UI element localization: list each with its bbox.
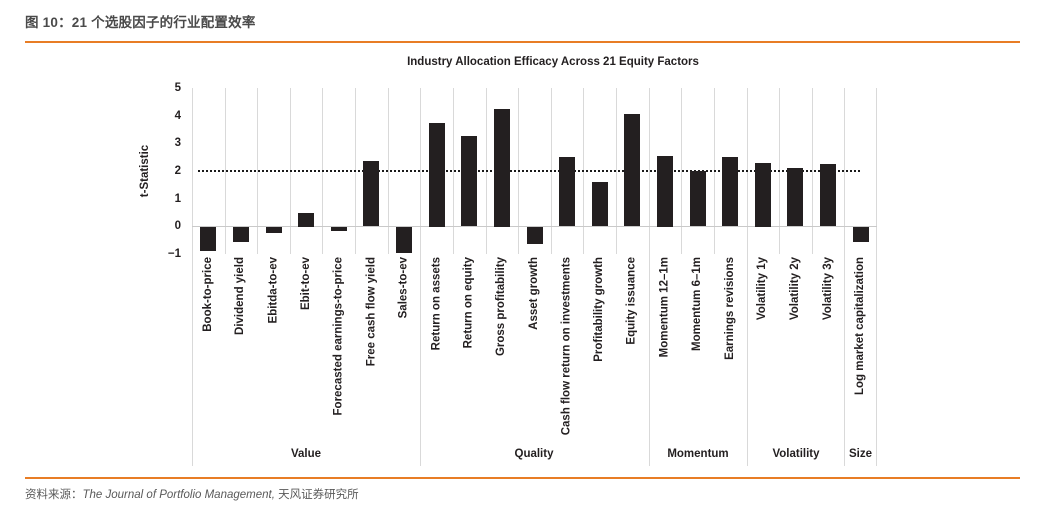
group-label: Value — [290, 448, 322, 460]
x-axis-label: Volatility 2y — [788, 257, 801, 321]
x-axis-label: Ebitda-to-ev — [267, 257, 280, 324]
reference-line — [198, 170, 860, 172]
source-label: 资料来源： — [25, 489, 83, 501]
y-tick-label: 3 — [174, 137, 181, 149]
chart-title: Industry Allocation Efficacy Across 21 E… — [407, 56, 699, 68]
y-tick-label: −1 — [167, 248, 181, 260]
group-label: Quality — [514, 448, 554, 460]
x-axis-label: Return on equity — [462, 257, 475, 349]
source-journal: The Journal of Portfolio Management, — [82, 489, 275, 501]
y-tick-label: 1 — [174, 193, 181, 205]
group-label: Size — [848, 448, 872, 460]
bar — [755, 163, 771, 227]
bar — [624, 114, 640, 226]
bar — [722, 157, 738, 226]
bar — [494, 109, 510, 227]
group-label: Momentum — [667, 448, 729, 460]
x-axis-label: Log market capitalization — [854, 257, 867, 396]
x-axis-label: Momentum 6–1m — [691, 257, 704, 351]
bar — [559, 157, 575, 226]
source-institute: 天风证券研究所 — [274, 489, 359, 501]
y-tick-label: 4 — [174, 110, 181, 122]
x-axis-label: Cash flow return on investments — [560, 257, 573, 436]
y-tick-label: 0 — [174, 220, 181, 232]
bar — [787, 168, 803, 226]
x-axis-labels: Book-to-price Dividend yield Ebitda-to-ev E… — [192, 254, 877, 476]
group-divider — [747, 254, 748, 466]
bar — [657, 156, 673, 227]
x-axis-label: Free cash flow yield — [364, 257, 377, 367]
bar — [266, 227, 282, 233]
group-divider — [649, 254, 650, 466]
x-axis-label: Equity issuance — [625, 257, 638, 345]
x-axis-label: Gross profitability — [495, 257, 508, 357]
y-tick-label: 2 — [174, 165, 181, 177]
bar — [363, 161, 379, 226]
group-divider — [844, 254, 845, 466]
y-tick-label: 5 — [174, 82, 181, 94]
footer-divider-line — [25, 477, 1020, 479]
bar — [853, 227, 869, 242]
header-divider-line — [25, 41, 1020, 43]
figure-title: 图 10：21 个选股因子的行业配置效率 — [25, 15, 256, 30]
x-axis-label: Book-to-price — [201, 257, 214, 332]
bar — [396, 227, 412, 253]
bar — [820, 164, 836, 226]
bar-chart: Industry Allocation Efficacy Across 21 E… — [0, 46, 1049, 476]
bar — [429, 123, 445, 227]
x-axis-label: Asset growth — [528, 257, 540, 330]
group-divider — [192, 254, 193, 466]
x-axis-label: Dividend yield — [234, 257, 247, 335]
group-divider — [876, 254, 877, 466]
gridline — [192, 88, 193, 254]
x-axis-label: Forecasted earnings-to-price — [332, 257, 345, 416]
x-axis-label: Ebit-to-ev — [299, 257, 312, 311]
bar — [461, 136, 477, 226]
x-axis-label: Profitability growth — [593, 257, 606, 362]
plot-area — [192, 88, 877, 254]
source-note: 资料来源：The Journal of Portfolio Management… — [25, 486, 359, 502]
x-axis-label: Momentum 12–1m — [658, 257, 671, 358]
group-label: Volatility — [772, 448, 820, 460]
x-axis-label: Volatility 3y — [821, 257, 834, 321]
x-axis-label: Earnings revisions — [723, 257, 736, 360]
x-axis-label: Return on assets — [430, 257, 443, 351]
bar — [527, 227, 543, 244]
x-axis-label: Sales-to-ev — [397, 257, 410, 319]
bar — [200, 227, 216, 251]
group-divider — [420, 254, 421, 466]
bar — [331, 227, 347, 231]
bar — [298, 213, 314, 227]
bar — [690, 171, 706, 226]
gridline — [876, 88, 877, 254]
zero-axis-line — [192, 226, 877, 227]
y-axis-ticks: 5 4 3 2 1 0 −1 — [140, 82, 184, 260]
bar — [233, 227, 249, 242]
bar — [592, 182, 608, 226]
x-axis-label: Volatility 1y — [756, 257, 769, 321]
